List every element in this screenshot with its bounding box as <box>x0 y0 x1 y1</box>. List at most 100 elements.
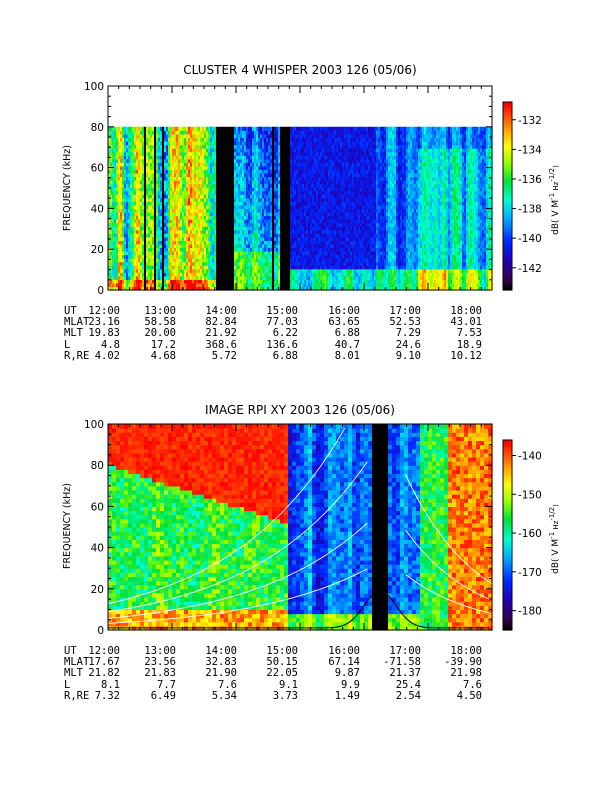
spectrogram-cell <box>256 155 259 160</box>
spectrogram-cell <box>296 229 299 234</box>
spectrogram-cell <box>272 176 275 181</box>
spectrogram-cell <box>278 130 281 135</box>
spectrogram-cell <box>228 172 231 178</box>
spectrogram-cell <box>258 183 261 188</box>
spectrogram-cell <box>118 162 121 167</box>
spectrogram-cell <box>132 176 135 181</box>
spectrogram-cell <box>178 162 181 167</box>
spectrogram-cell <box>210 215 213 220</box>
spectrogram-cell <box>250 233 253 238</box>
spectrogram-cell <box>302 201 305 206</box>
spectrogram-cell <box>234 158 237 163</box>
spectrogram-cell <box>124 279 127 284</box>
spectrogram-cell <box>224 137 227 142</box>
spectrogram-cell <box>132 250 135 256</box>
spectrogram-cell <box>266 162 269 167</box>
spectrogram-cell <box>174 250 177 256</box>
spectrogram-cell <box>294 211 297 217</box>
spectrogram-cell <box>146 172 149 178</box>
spectrogram-cell <box>116 229 119 234</box>
spectrogram-cell <box>282 190 285 195</box>
spectrogram-cell <box>302 190 305 195</box>
spectrogram-cell <box>198 169 201 174</box>
spectrogram-cell <box>136 275 139 280</box>
spectrogram-cell <box>274 268 277 273</box>
spectrogram-cell <box>228 165 231 170</box>
spectrogram-cell <box>276 155 279 160</box>
spectrogram-cell <box>320 261 323 266</box>
spectrogram-cell <box>306 286 309 291</box>
spectrogram-cell <box>134 250 137 256</box>
spectrogram-cell <box>142 144 145 149</box>
spectrogram-cell <box>166 162 169 167</box>
spectrogram-cell <box>312 140 315 146</box>
spectrogram-cell <box>290 226 293 231</box>
spectrogram-cell <box>280 165 283 170</box>
spectrogram-cell <box>128 190 131 195</box>
spectrogram-cell <box>194 144 197 149</box>
spectrogram-cell <box>260 197 263 202</box>
spectrogram-cell <box>168 215 171 220</box>
spectrogram-cell <box>246 258 249 263</box>
spectrogram-cell <box>316 137 319 142</box>
spectrogram-cell <box>240 250 243 256</box>
spectrogram-cell <box>262 148 265 153</box>
spectrogram-cell <box>172 282 175 288</box>
spectrogram-cell <box>292 272 295 277</box>
spectrogram-cell <box>236 126 239 131</box>
spectrogram-cell <box>294 250 297 256</box>
spectrogram-cell <box>196 137 199 142</box>
spectrogram-cell <box>206 169 209 174</box>
spectrogram-cell <box>172 258 175 263</box>
spectrogram-cell <box>130 183 133 188</box>
spectrogram-cell <box>278 222 281 227</box>
spectrogram-cell <box>240 169 243 174</box>
spectrogram-cell <box>196 282 199 288</box>
spectrogram-cell <box>180 194 183 199</box>
spectrogram-cell <box>120 130 123 135</box>
spectrogram-cell <box>250 219 253 224</box>
spectrogram-cell <box>108 162 111 167</box>
spectrogram-cell <box>204 247 207 252</box>
spectrogram-cell <box>298 240 301 245</box>
spectrogram-cell <box>140 190 143 195</box>
spectrogram-cell <box>302 180 305 185</box>
spectrogram-cell <box>314 211 317 217</box>
spectrogram-cell <box>130 247 133 252</box>
spectrogram-cell <box>130 282 133 288</box>
spectrogram-cell <box>204 222 207 227</box>
spectrogram-cell <box>124 250 127 256</box>
spectrogram-cell <box>210 254 213 259</box>
spectrogram-cell <box>154 190 157 195</box>
spectrogram-cell <box>164 183 167 188</box>
spectrogram-cell <box>148 236 151 241</box>
spectrogram-cell <box>320 190 323 195</box>
spectrogram-cell <box>216 190 219 195</box>
spectrogram-cell <box>174 229 177 234</box>
spectrogram-cell <box>124 236 127 241</box>
spectrogram-cell <box>240 219 243 224</box>
spectrogram-cell <box>122 133 125 139</box>
spectrogram-cell <box>212 226 215 231</box>
spectrogram-cell <box>154 250 157 256</box>
spectrogram-cell <box>162 162 165 167</box>
spectrogram-cell <box>286 144 289 149</box>
spectrogram-cell <box>158 204 161 209</box>
spectrogram-cell <box>122 265 125 270</box>
spectrogram-cell <box>136 254 139 259</box>
spectrogram-cell <box>132 222 135 227</box>
spectrogram-cell <box>128 279 131 284</box>
spectrogram-cell <box>132 187 135 192</box>
spectrogram-cell <box>186 204 189 209</box>
spectrogram-cell <box>272 229 275 234</box>
spectrogram-cell <box>204 208 207 213</box>
spectrogram-cell <box>140 268 143 273</box>
spectrogram-cell <box>222 165 225 170</box>
spectrogram-cell <box>272 275 275 280</box>
spectrogram-cell <box>276 265 279 270</box>
spectrogram-cell <box>254 279 257 284</box>
spectrogram-cell <box>164 190 167 195</box>
spectrogram-cell <box>216 158 219 163</box>
spectrogram-cell <box>322 265 325 270</box>
spectrogram-cell <box>122 151 125 156</box>
